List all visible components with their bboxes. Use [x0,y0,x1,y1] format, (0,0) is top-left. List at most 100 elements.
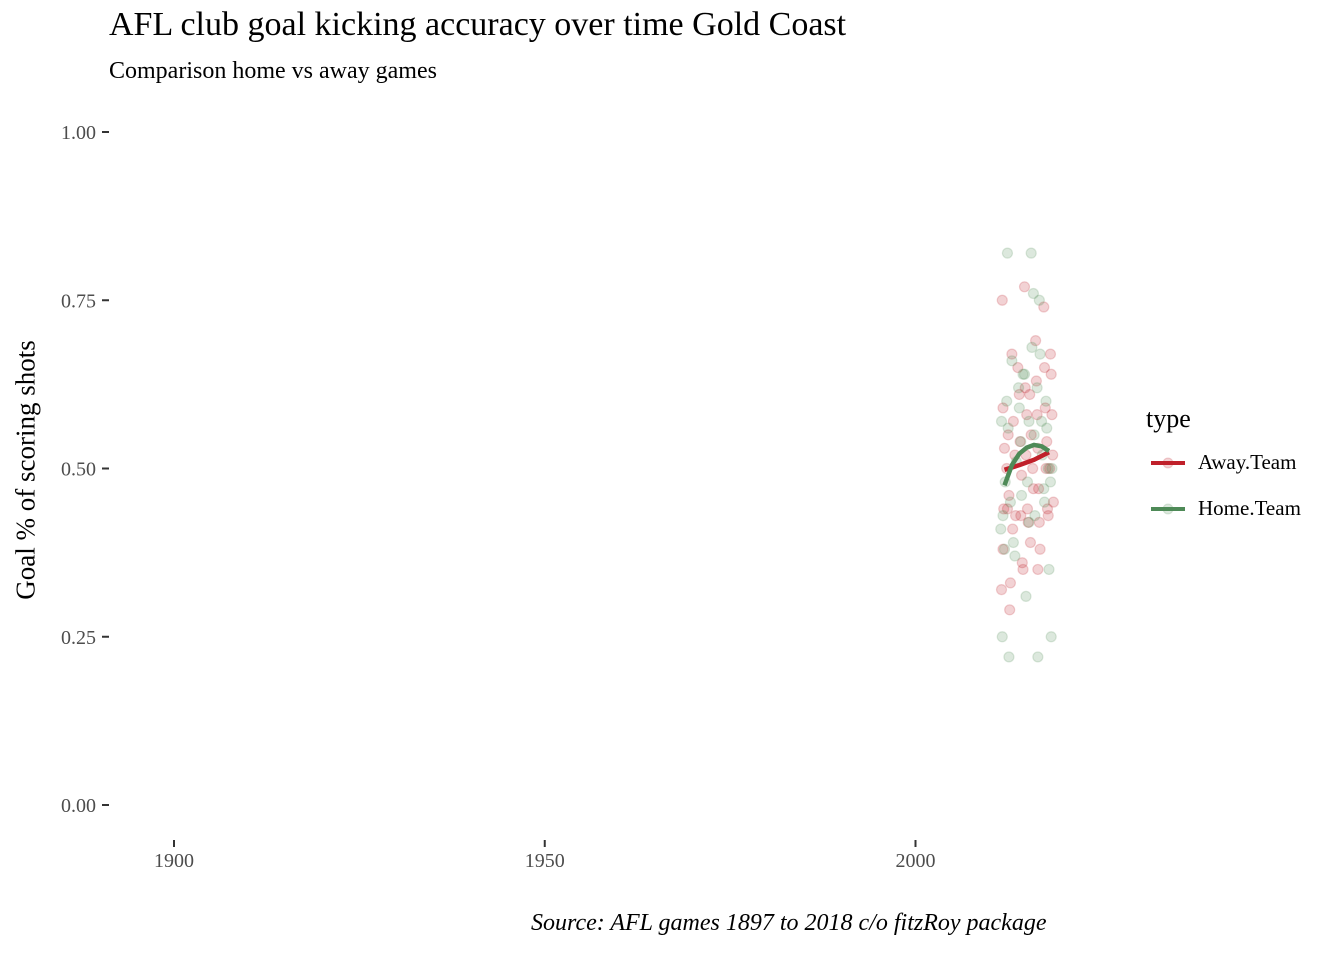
data-point-away-team [1001,503,1014,515]
data-point-home-team [1015,489,1028,502]
data-point-home-team [995,415,1008,427]
data-point-away-team [1004,604,1016,616]
data-point-home-team [1009,550,1021,562]
data-point-away-team [1022,516,1034,528]
legend-title: type [1146,404,1191,433]
data-point-away-team [998,503,1010,515]
legend-label-away-team: Away.Team [1198,450,1297,474]
data-point-home-team [1038,496,1051,508]
data-point-away-team [1031,409,1043,421]
data-point-away-team [1042,510,1054,522]
data-point-away-team [995,584,1008,596]
data-point-away-team [1025,429,1037,441]
data-point-away-team [1013,388,1025,401]
data-point-home-team [1040,395,1052,407]
data-point-home-team [1023,516,1035,528]
data-point-away-team [1021,503,1034,515]
data-point-away-team [1038,361,1051,374]
data-point-home-team [1042,462,1054,475]
data-point-away-team [1039,402,1051,414]
data-point-away-team [1003,489,1015,502]
data-point-away-team [1019,382,1031,394]
x-tick-label: 1950 [525,850,565,872]
data-point-home-team [1029,510,1041,522]
data-point-home-team [1020,590,1032,602]
data-point-home-team [1015,435,1027,448]
data-point-away-team [1044,348,1057,360]
data-point-away-team [1002,429,1014,441]
data-point-away-team [1024,388,1036,401]
data-point-home-team [1018,368,1031,380]
data-point-away-team [1030,335,1042,347]
legend-key-home-team [1151,503,1185,515]
y-tick-label: 0.00 [61,795,96,817]
data-point-home-team [1035,415,1048,427]
data-point-away-team [1015,510,1027,522]
data-point-home-team [1025,247,1037,259]
data-point-home-team [1003,651,1015,663]
data-point-away-team [1012,361,1024,374]
data-point-away-team [1045,368,1057,380]
data-point-home-team [1044,476,1057,488]
data-point-home-team [1028,429,1040,441]
data-point-away-team [1027,483,1039,495]
data-point-away-team [1033,516,1045,528]
data-point-away-team [1041,503,1054,515]
data-point-away-team [1047,449,1059,461]
chart-title: AFL club goal kicking accuracy over time… [109,6,847,43]
data-point-away-team [1030,375,1042,387]
data-point-away-team [997,543,1009,555]
data-point-home-team [1034,348,1046,360]
data-point-away-team [1038,301,1050,313]
y-tick-label: 1.00 [61,122,96,144]
data-point-home-team [1002,422,1014,434]
data-point-home-team [1013,402,1025,414]
data-point-away-team [1014,435,1026,448]
data-point-home-team [995,523,1007,535]
data-point-away-team [1015,469,1028,481]
data-point-home-team [1006,355,1018,367]
data-point-home-team [1038,483,1050,495]
data-point-away-team [1004,577,1017,589]
legend-key-away-team [1151,457,1185,469]
trend-line-home-team [1002,442,1051,487]
data-point-home-team [1046,462,1058,475]
data-point-away-team [1040,462,1052,475]
x-tick-label: 2000 [896,850,936,872]
data-point-away-team [1047,496,1060,508]
data-point-home-team [1026,341,1038,353]
data-point-home-team [1033,294,1045,306]
data-point-home-team [1007,536,1019,549]
data-point-away-team [1041,435,1053,448]
chart-caption: Source: AFL games 1897 to 2018 c/o fitzR… [531,910,1047,936]
data-point-away-team [1044,462,1056,475]
data-point-away-team [1016,557,1028,569]
data-point-home-team [1027,287,1039,300]
y-tick-label: 0.75 [61,290,96,312]
data-point-home-team [998,543,1011,555]
data-point-away-team [998,442,1011,454]
data-point-home-team [1021,476,1034,488]
data-point-away-team [1017,563,1029,576]
data-point-away-team [1027,462,1039,475]
y-tick-label: 0.25 [61,627,96,649]
data-point-home-team [1031,382,1043,394]
data-point-home-team [1017,368,1029,380]
data-point-away-team [1034,543,1046,555]
data-point-away-team [1007,523,1019,535]
data-point-home-team [1041,422,1053,434]
data-point-away-team [997,402,1009,414]
data-point-home-team [1045,631,1057,643]
data-point-away-team [1046,409,1058,421]
data-point-home-team [1004,496,1017,508]
y-tick-label: 0.50 [61,459,96,481]
data-point-home-team [996,631,1008,643]
x-tick-label: 1900 [154,850,194,872]
data-point-home-team [997,510,1009,522]
data-point-away-team [1032,563,1044,576]
data-point-home-team [1012,382,1025,394]
data-point-home-team [1043,563,1055,576]
data-point-away-team [1010,510,1022,522]
data-point-home-team [1001,395,1013,407]
data-point-away-team [1007,415,1019,427]
